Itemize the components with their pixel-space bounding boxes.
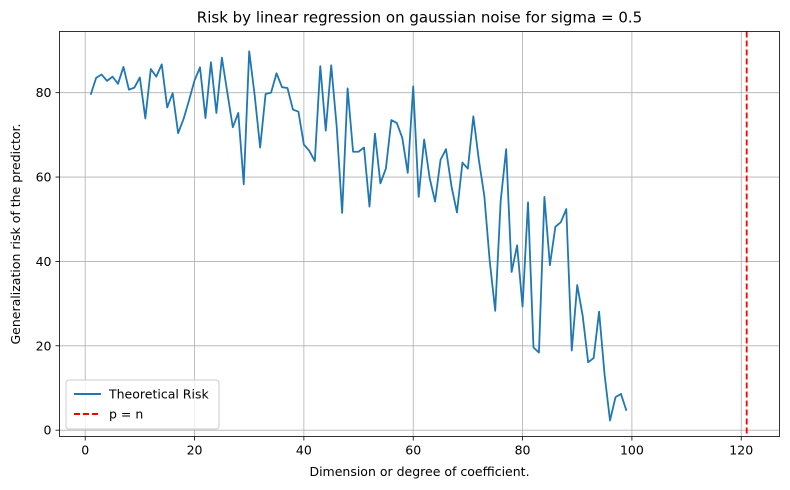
legend-box xyxy=(65,379,220,430)
axis-ticks: 0 20 40 60 80 100 120 0 20 40 60 80 xyxy=(36,85,754,457)
chart-title: Risk by linear regression on gaussian no… xyxy=(197,9,642,27)
legend-label-theoretical-risk: Theoretical Risk xyxy=(108,387,209,402)
y-tick-label: 20 xyxy=(36,338,52,353)
grid-lines xyxy=(59,31,780,437)
x-tick-label: 0 xyxy=(81,443,89,458)
x-tick-label: 40 xyxy=(296,443,312,458)
x-tick-label: 120 xyxy=(729,443,753,458)
legend-label-p-equals-n: p = n xyxy=(109,407,143,422)
x-tick-label: 80 xyxy=(515,443,531,458)
x-tick-label: 100 xyxy=(620,443,644,458)
y-tick-label: 40 xyxy=(36,254,52,269)
plot-frame xyxy=(59,31,780,437)
legend: Theoretical Risk p = n xyxy=(65,379,220,430)
y-tick-label: 0 xyxy=(44,423,52,438)
series-line-theoretical-risk xyxy=(89,50,628,422)
y-tick-label: 60 xyxy=(36,170,52,185)
plot-area xyxy=(89,31,748,437)
x-axis-label: Dimension or degree of coefficient. xyxy=(309,464,529,479)
x-tick-label: 20 xyxy=(187,443,203,458)
x-tick-label: 60 xyxy=(405,443,421,458)
y-tick-label: 80 xyxy=(36,85,52,100)
y-axis-label: Generalization risk of the predictor. xyxy=(8,123,23,344)
